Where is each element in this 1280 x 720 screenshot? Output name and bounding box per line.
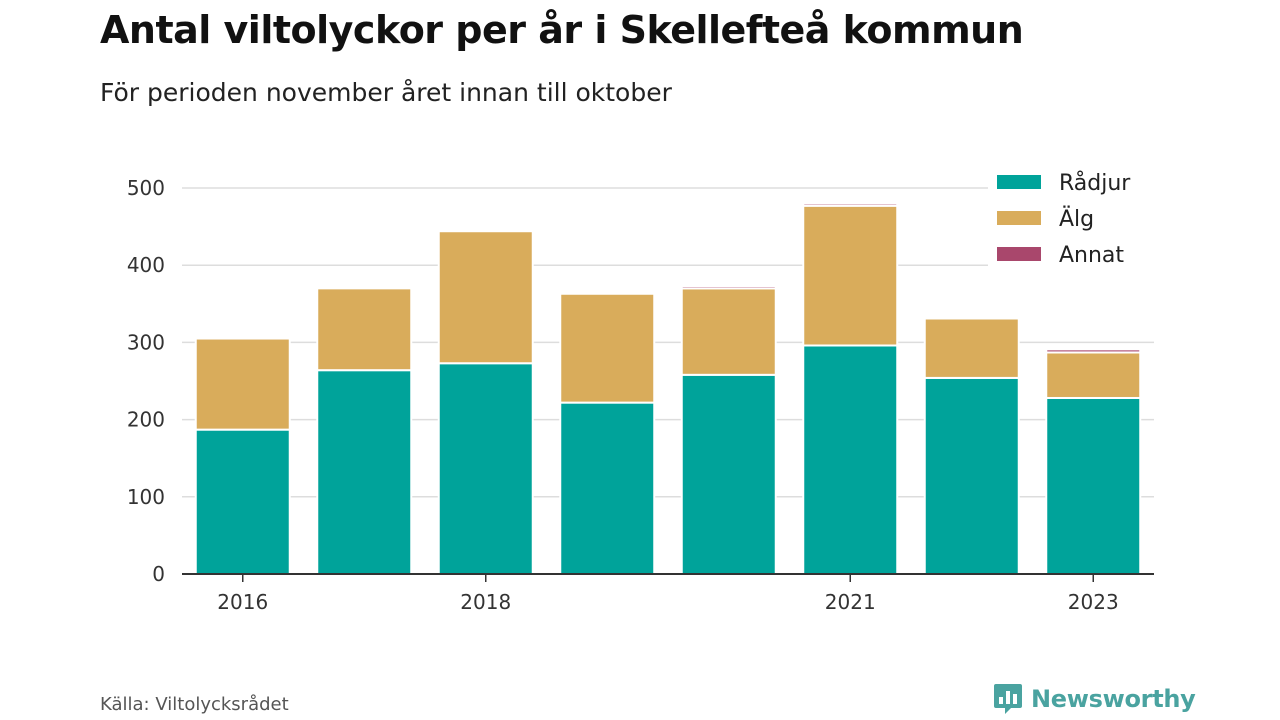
bar-segment [437, 362, 534, 575]
bar-segment [802, 344, 899, 575]
bar-segment [802, 202, 899, 207]
x-tick-label: 2016 [217, 590, 268, 614]
bar-segment [1045, 348, 1142, 354]
brand-logo: Newsworthy [993, 682, 1196, 716]
legend-swatch [997, 247, 1041, 261]
y-tick-label: 100 [127, 485, 165, 509]
bar-segment [680, 373, 777, 575]
chart-subtitle: För perioden november året innan till ok… [100, 78, 672, 107]
x-tick-label: 2018 [460, 590, 511, 614]
legend-label: Rådjur [1059, 170, 1131, 196]
bar-segment [194, 428, 291, 575]
y-tick-label: 300 [127, 330, 165, 354]
x-tick-label: 2021 [825, 590, 876, 614]
bar-segment [559, 292, 656, 404]
y-tick-label: 400 [127, 253, 165, 277]
stacked-bar-chart: 0 100 200 300 400 500 2016 2018 2021 2023 Rådjur… [126, 165, 1156, 614]
bar-segment [316, 369, 413, 575]
legend-label: Annat [1059, 243, 1124, 268]
bar-segment [923, 317, 1020, 379]
legend-label: Älg [1059, 206, 1094, 232]
bar-segment [680, 287, 777, 376]
legend-swatch [997, 175, 1041, 189]
legend-swatch [997, 211, 1041, 225]
bar-segment [559, 401, 656, 575]
bar-chart-speech-bubble-icon [994, 684, 1022, 714]
bar-segment [1045, 396, 1142, 576]
y-axis-tick-labels: 0 100 200 300 400 500 [127, 176, 165, 586]
bar-segment [802, 204, 899, 347]
bar-segment [194, 337, 291, 431]
chart-title: Antal viltolyckor per år i Skellefteå ko… [100, 8, 1024, 52]
x-tick-label: 2023 [1068, 590, 1119, 614]
y-tick-label: 500 [127, 176, 165, 200]
source-note: Källa: Viltolycksrådet [100, 694, 289, 715]
x-axis-ticks: 2016 2018 2021 2023 [217, 574, 1119, 614]
y-tick-label: 200 [127, 408, 165, 432]
bar-segment [316, 287, 413, 372]
bar-segment [680, 285, 777, 290]
y-tick-label: 0 [152, 562, 165, 586]
bar-segment [437, 230, 534, 365]
bar-segment [1045, 351, 1142, 399]
bar-segment [923, 315, 1020, 320]
bars [194, 202, 1142, 576]
bar-segment [923, 376, 1020, 575]
brand-name: Newsworthy [1031, 685, 1196, 713]
legend: Rådjur Älg Annat [988, 165, 1156, 268]
